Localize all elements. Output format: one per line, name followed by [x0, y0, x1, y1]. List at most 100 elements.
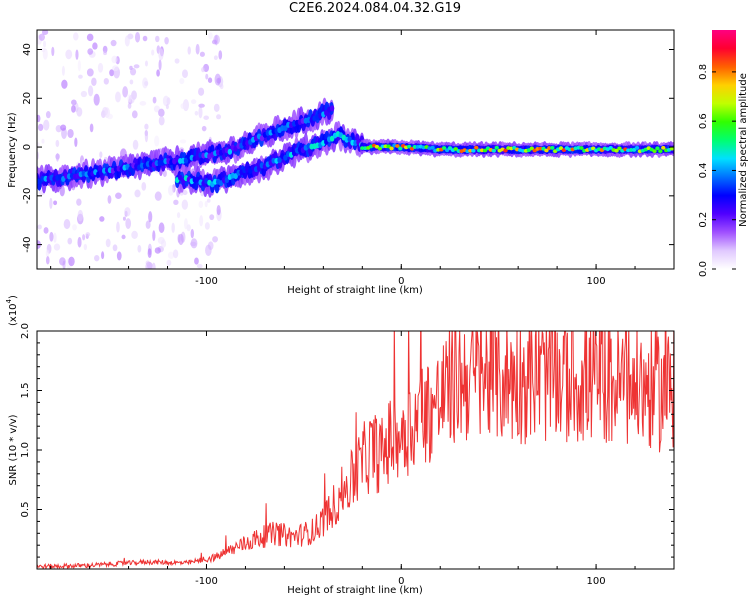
spectrogram-ytick-label: -20	[22, 188, 33, 204]
spectrogram-noise-cell	[144, 60, 148, 67]
spectrogram-noise-cell	[67, 128, 74, 139]
spectrogram-core-cell	[494, 145, 499, 150]
spectrogram-noise-cell	[167, 251, 175, 259]
spectrogram-noise-cell	[190, 228, 194, 239]
spectrogram-noise-cell	[154, 135, 160, 147]
spectrogram-noise-cell	[154, 191, 162, 201]
spectrogram-noise-cell	[201, 67, 205, 73]
snr-ytick-label: 1.5	[20, 383, 31, 399]
spectrogram-noise-cell	[147, 248, 152, 259]
spectrogram-noise-cell	[109, 69, 115, 77]
spectrogram-noise-cell	[158, 116, 165, 126]
spectrogram-noise-cell	[43, 40, 47, 48]
spectrogram-core-cell	[544, 148, 549, 153]
spectrogram-noise-cell	[179, 139, 187, 144]
spectrogram-ytick-label: -40	[22, 236, 33, 252]
spectrogram-noise-cell	[86, 33, 94, 42]
spectrogram-noise-cell	[122, 216, 126, 221]
spectrogram-noise-cell	[142, 35, 148, 42]
spectrogram-noise-cell	[182, 190, 188, 196]
spectrogram-core-cell	[259, 135, 265, 142]
spectrogram-core-cell	[283, 125, 288, 132]
spectrogram-noise-cell	[141, 182, 147, 191]
spectrogram-noise-cell	[155, 35, 160, 43]
spectrogram-noise-cell	[172, 249, 179, 259]
spectrogram-noise-cell	[165, 104, 169, 110]
spectrogram-noise-cell	[112, 65, 119, 72]
spectrogram-noise-cell	[80, 90, 88, 98]
snr-ytick-label: 2.0	[20, 323, 31, 339]
spectrogram-noise-cell	[206, 198, 211, 203]
spectrogram-core-cell	[634, 145, 640, 150]
spectrogram-noise-cell	[99, 216, 105, 222]
spectrogram-noise-cell	[128, 94, 135, 104]
spectrogram-noise-cell	[179, 77, 185, 85]
spectrogram-noise-cell	[156, 69, 160, 77]
spectrogram-core-cell	[389, 146, 394, 151]
spectrogram-noise-cell	[89, 123, 94, 133]
snr-xtick-label: -100	[195, 576, 218, 587]
spectrogram-core-cell	[183, 157, 189, 164]
spectrogram-noise-cell	[127, 102, 132, 109]
spectrogram-noise-cell	[174, 58, 180, 64]
spectrogram-xlabel: Height of straight line (km)	[287, 285, 423, 296]
spectrogram-noise-cell	[152, 230, 156, 242]
spectrogram-noise-cell	[171, 222, 175, 234]
spectrogram-noise-cell	[45, 256, 50, 265]
spectrogram-core-cell	[474, 145, 479, 150]
snr-ytick-label: 1.0	[20, 442, 31, 458]
spectrogram-ylabel: Frequency (Hz)	[7, 112, 18, 188]
spectrogram-noise-cell	[55, 124, 62, 133]
spectrogram-noise-cell	[107, 195, 112, 204]
spectrogram-core-cell	[406, 144, 412, 149]
spectrogram-ticks: -100 0 100 -40 -20 0 20 40	[22, 30, 675, 287]
snr-multiplier: (x104)	[5, 295, 19, 326]
spectrogram-core-cell	[377, 146, 383, 151]
spectrogram-noise-cell	[219, 83, 224, 90]
spectrogram-noise-cell	[166, 259, 172, 266]
spectrogram-noise-cell	[145, 261, 153, 269]
spectrogram-noise-cell	[204, 200, 208, 208]
spectrogram-noise-cell	[122, 86, 129, 98]
spectrogram-core-cell	[395, 144, 400, 148]
spectrogram-noise-cell	[116, 251, 122, 261]
colorbar-bar	[712, 30, 736, 269]
spectrogram-noise-cell	[158, 108, 165, 117]
spectrogram-noise-cell	[55, 153, 60, 162]
spectrogram-noise-cell	[115, 192, 122, 200]
spectrogram-noise-cell	[38, 33, 45, 41]
spectrogram-core-cell	[453, 147, 459, 151]
snr-ytick-label: 0.5	[20, 502, 31, 518]
spectrogram-noise-cell	[201, 125, 207, 132]
spectrogram-noise-cell	[68, 256, 75, 267]
spectrogram-core-cell	[655, 146, 660, 151]
spectrogram-noise-cell	[67, 237, 73, 245]
colorbar-tick-label: 0.0	[698, 261, 709, 277]
spectrogram-noise-cell	[77, 236, 82, 248]
spectrogram-noise-cell	[73, 32, 79, 41]
colorbar-tick-label: 0.8	[698, 64, 709, 80]
spectrogram-noise-cell	[60, 124, 67, 131]
spectrogram-noise-cell	[76, 107, 83, 117]
spectrogram-noise-cell	[53, 200, 58, 206]
spectrogram-noise-cell	[124, 35, 130, 47]
spectrogram-noise-cell	[71, 99, 77, 106]
spectrogram-core-cell	[529, 146, 534, 151]
spectrogram-noise-cell	[63, 218, 71, 230]
spectrogram-noise-cell	[158, 48, 164, 61]
spectrogram-core-cell	[550, 145, 555, 150]
spectrogram-core-cell	[608, 145, 613, 150]
spectrogram-noise-cell	[182, 69, 188, 79]
spectrogram-noise-cell	[164, 37, 169, 45]
spectrogram-xtick-label: 100	[587, 276, 606, 287]
spectrogram-noise-cell	[198, 200, 204, 209]
spectrogram-noise-cell	[53, 243, 61, 251]
spectrogram-noise-cell	[151, 49, 155, 56]
spectrogram-noise-cell	[41, 47, 46, 53]
spectrogram-noise-cell	[124, 207, 131, 217]
spectrogram-noise-cell	[205, 244, 212, 257]
snr-multiplier-close: )	[8, 295, 19, 299]
spectrogram-noise-cell	[87, 48, 94, 55]
spectrogram-noise-cell	[131, 110, 138, 119]
spectrogram-noise-cell	[154, 247, 161, 254]
